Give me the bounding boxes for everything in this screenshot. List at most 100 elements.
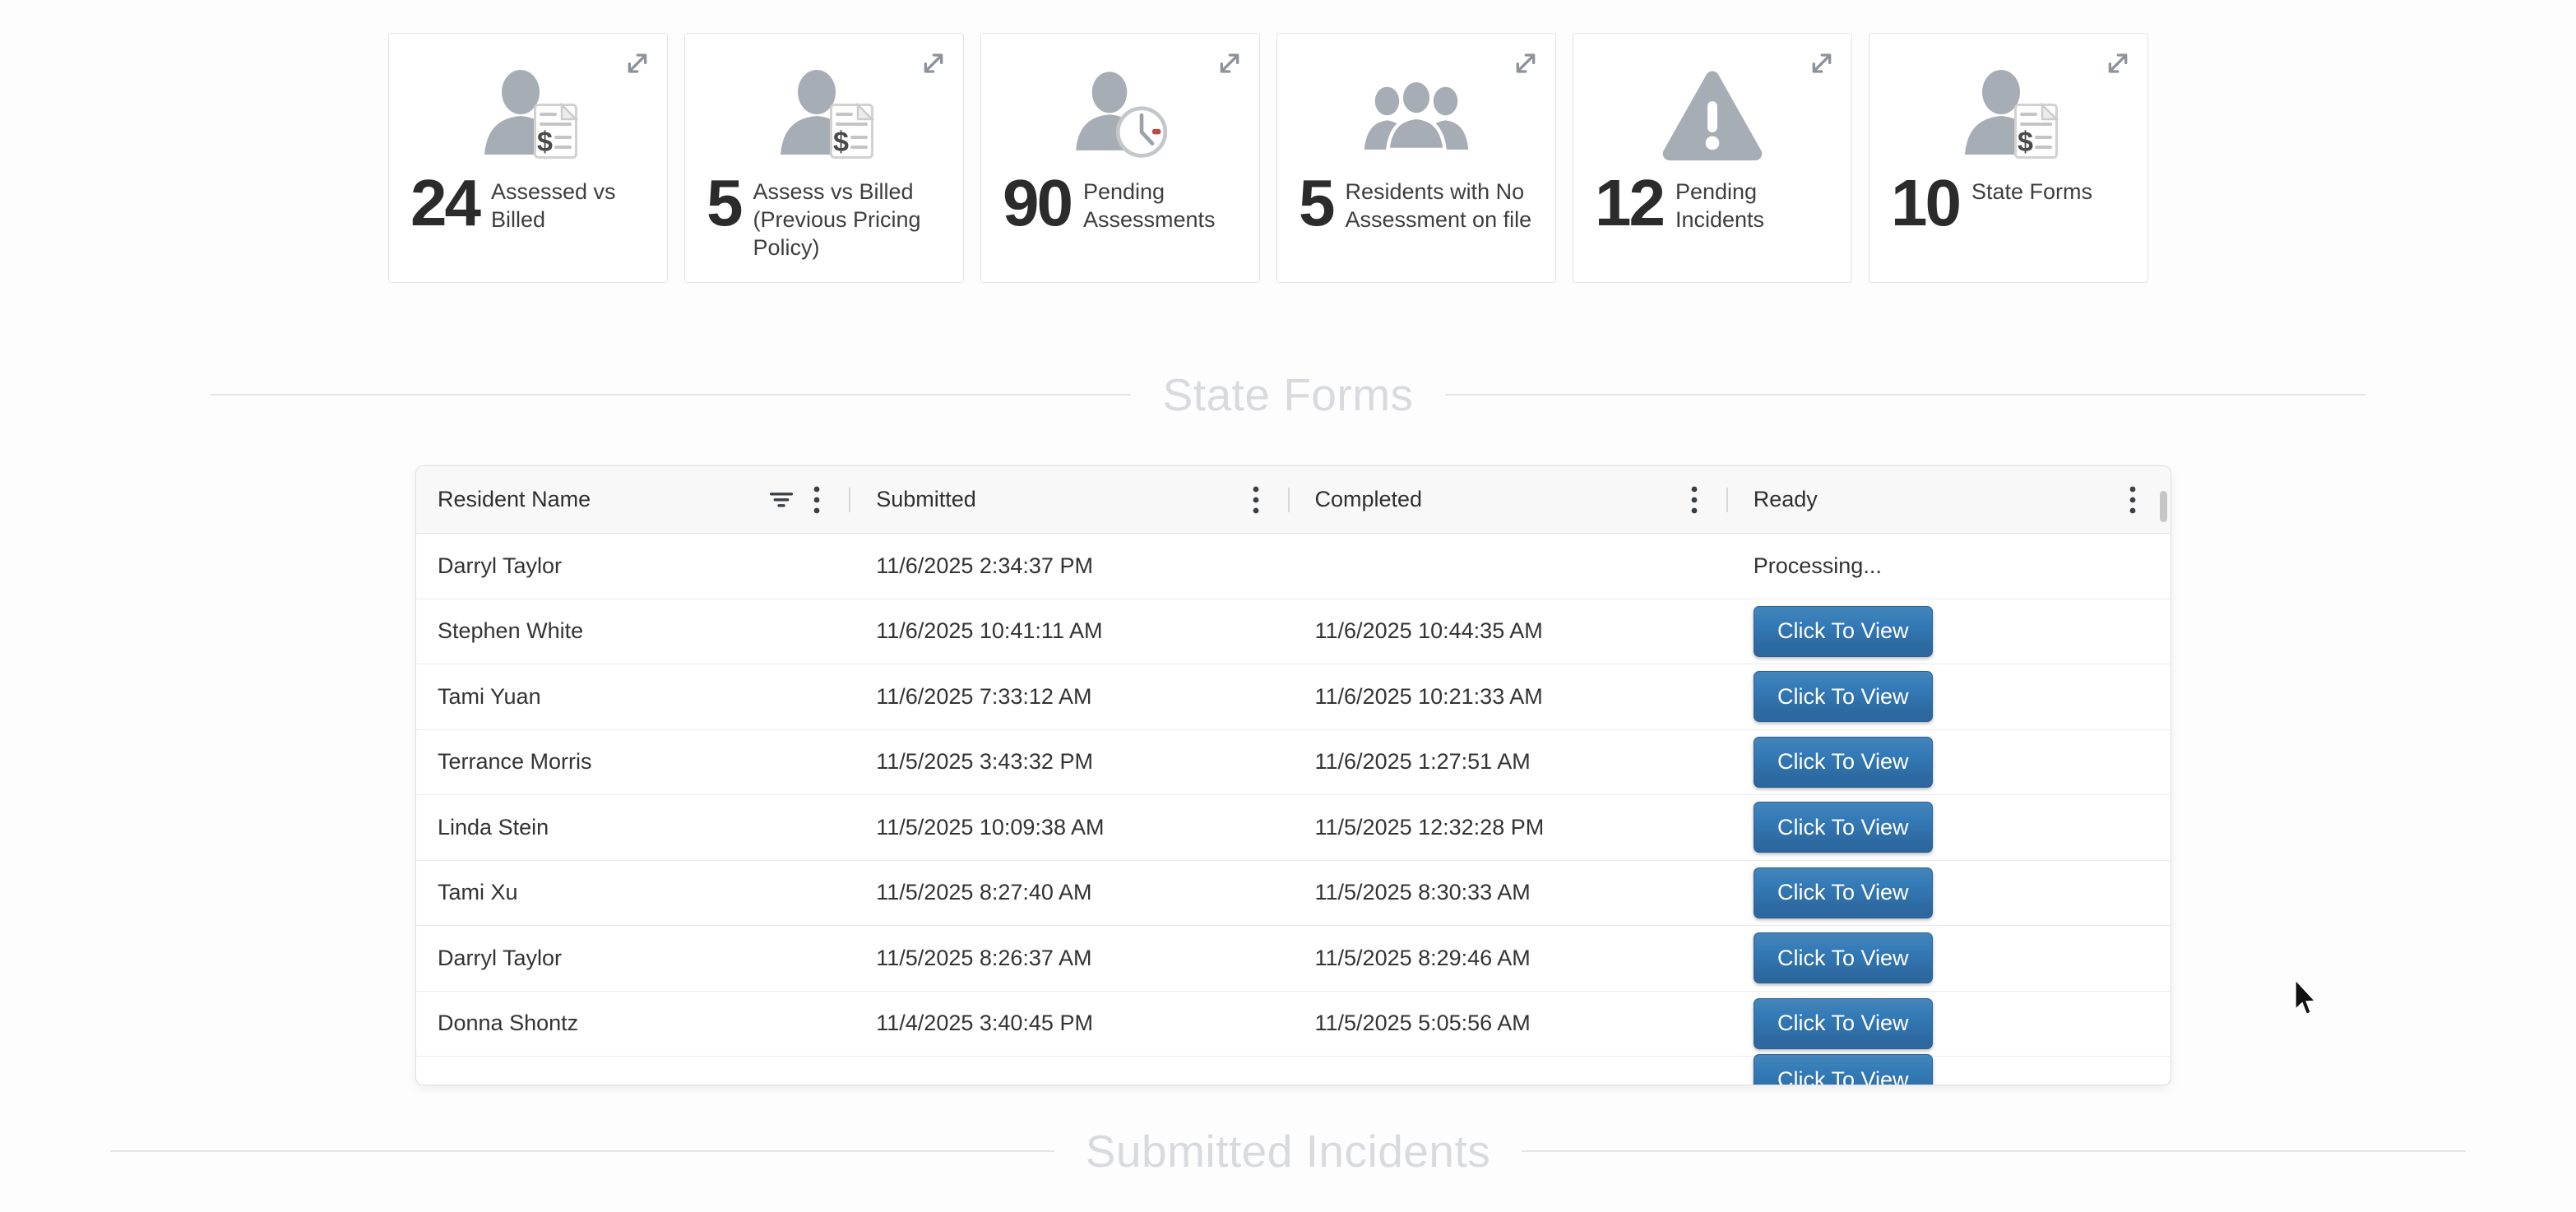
column-menu-icon[interactable] [1253,486,1259,514]
card-stat: 5 Assess vs Billed (Previous Pricing Pol… [707,170,952,261]
processing-status: Processing... [1753,553,1882,578]
table-row: Darryl Taylor 11/6/2025 2:34:37 PM Proce… [416,534,2171,599]
column-menu-icon[interactable] [1691,486,1698,514]
click-to-view-button[interactable]: Click To View [1753,736,1933,788]
column-separator [849,488,851,512]
card-stat: 24 Assessed vs Billed [410,166,656,239]
stat-card[interactable]: 90 Pending Assessments [980,33,1260,283]
stat-value: 24 [410,166,481,239]
cell-ready: Processing... [1732,534,2171,599]
table-row: Tami Yuan 11/6/2025 7:33:12 AM 11/6/2025… [416,664,2171,730]
stat-cards-row: 24 Assessed vs Billed 5 Assess vs Billed… [388,33,2148,283]
table-scrollbar-thumb[interactable] [2160,491,2167,522]
column-label: Ready [1753,487,1818,511]
cell-completed: 11/5/2025 5:05:56 AM [1314,1011,1531,1036]
click-to-view-button[interactable]: Click To View [1753,997,1933,1049]
column-menu-icon[interactable] [2129,486,2136,514]
cell-completed: 11/6/2025 10:21:33 AM [1314,683,1543,709]
state-forms-table: Resident Name Submitted Completed [415,465,2171,1085]
click-to-view-button[interactable]: Click To View [1753,671,1933,723]
stat-card[interactable]: 5 Residents with No Assessment on file [1276,33,1556,283]
cell-submitted: 11/6/2025 7:33:12 AM [876,683,1092,709]
cell-completed [1294,534,1732,599]
cell-ready: Click To View [1732,599,2171,664]
cell-submitted: 11/6/2025 10:41:11 AM [876,618,1103,644]
cell-ready: Click To View [1732,664,2171,729]
stat-label: Pending Assessments [1082,179,1216,232]
section-divider-submitted-incidents: Submitted Incidents [110,1125,2466,1177]
card-stat: 10 State Forms [1891,170,2136,236]
click-to-view-button[interactable]: Click To View [1753,1054,1933,1085]
column-label: Submitted [876,487,976,511]
divider-line [1444,394,2365,396]
cell-submitted: 11/5/2025 10:09:38 AM [876,814,1105,840]
table-row-partial: Click To View [416,1054,2171,1085]
column-label: Resident Name [438,487,591,511]
cell-completed: 11/5/2025 8:30:33 AM [1314,880,1531,905]
warning-triangle-icon [1573,55,1851,178]
people-group-icon [1277,55,1555,178]
filter-icon[interactable] [769,490,794,509]
click-to-view-button[interactable]: Click To View [1753,605,1933,657]
table-row: Stephen White 11/6/2025 10:41:11 AM 11/6… [416,599,2171,664]
cell-resident-name: Tami Xu [438,880,518,905]
click-to-view-button[interactable]: Click To View [1753,867,1933,918]
cell-ready: Click To View [1732,795,2171,860]
cell-resident-name: Stephen White [438,618,584,644]
cell-completed: 11/5/2025 8:29:46 AM [1314,945,1531,970]
cell-submitted: 11/5/2025 8:27:40 AM [876,880,1092,905]
click-to-view-button[interactable]: Click To View [1753,802,1933,853]
table-row: Terrance Morris 11/5/2025 3:43:32 PM 11/… [416,729,2171,795]
stat-card[interactable]: 10 State Forms [1869,33,2148,283]
cell-ready: Click To View [1732,926,2171,991]
cell-resident-name: Tami Yuan [438,683,541,709]
stat-label: Pending Incidents [1675,179,1765,232]
stat-value: 12 [1595,166,1666,239]
cell-completed: 11/5/2025 12:32:28 PM [1314,814,1545,840]
person-billing-icon [685,55,963,178]
stat-card[interactable]: 24 Assessed vs Billed [388,33,668,283]
person-clock-icon [981,55,1259,178]
cell-resident-name: Darryl Taylor [438,945,563,970]
stat-label: Assessed vs Billed [490,179,616,232]
stat-card[interactable]: 5 Assess vs Billed (Previous Pricing Pol… [684,33,964,283]
column-header-resident-name: Resident Name [416,466,855,533]
card-stat: 5 Residents with No Assessment on file [1299,166,1544,239]
cell-resident-name: Darryl Taylor [438,553,563,578]
stat-value: 5 [1299,166,1335,239]
click-to-view-button[interactable]: Click To View [1753,932,1933,984]
divider-line [211,394,1132,396]
divider-line [1522,1150,2466,1152]
column-menu-icon[interactable] [813,486,820,514]
cell-completed: 11/6/2025 10:44:35 AM [1314,618,1543,644]
section-title: State Forms [1162,369,1414,420]
table-body: Darryl Taylor 11/6/2025 2:34:37 PM Proce… [416,534,2171,1057]
stat-value: 90 [1003,166,1073,239]
cell-submitted: 11/5/2025 8:26:37 AM [876,945,1092,970]
column-separator [1726,488,1728,512]
stat-card[interactable]: 12 Pending Incidents [1573,33,1852,283]
cell-ready: Click To View [1732,861,2171,926]
section-title: Submitted Incidents [1085,1126,1491,1177]
person-billing-icon [1869,55,2147,178]
cell-submitted: 11/6/2025 2:34:37 PM [876,553,1093,578]
section-divider-state-forms: State Forms [211,368,2365,421]
table-row: Donna Shontz 11/4/2025 3:40:45 PM 11/5/2… [416,991,2171,1057]
cell-resident-name: Donna Shontz [438,1011,579,1036]
stat-label: State Forms [1971,179,2093,204]
cell-submitted: 11/4/2025 3:40:45 PM [876,1011,1093,1036]
person-billing-icon [389,55,667,178]
mouse-cursor [2294,978,2317,1015]
column-header-completed: Completed [1287,466,1732,533]
table-row: Darryl Taylor 11/5/2025 8:26:37 AM 11/5/… [416,926,2171,992]
table-row: Linda Stein 11/5/2025 10:09:38 AM 11/5/2… [416,795,2171,861]
card-stat: 12 Pending Incidents [1595,166,1840,239]
table-row: Tami Xu 11/5/2025 8:27:40 AM 11/5/2025 8… [416,860,2171,926]
card-stat: 90 Pending Assessments [1003,166,1248,239]
column-label: Completed [1314,487,1423,511]
column-header-ready: Ready [1726,466,2171,533]
column-separator [1287,488,1290,512]
stat-label: Assess vs Billed (Previous Pricing Polic… [753,179,921,260]
divider-line [110,1150,1054,1152]
table-header: Resident Name Submitted Completed [416,466,2171,534]
